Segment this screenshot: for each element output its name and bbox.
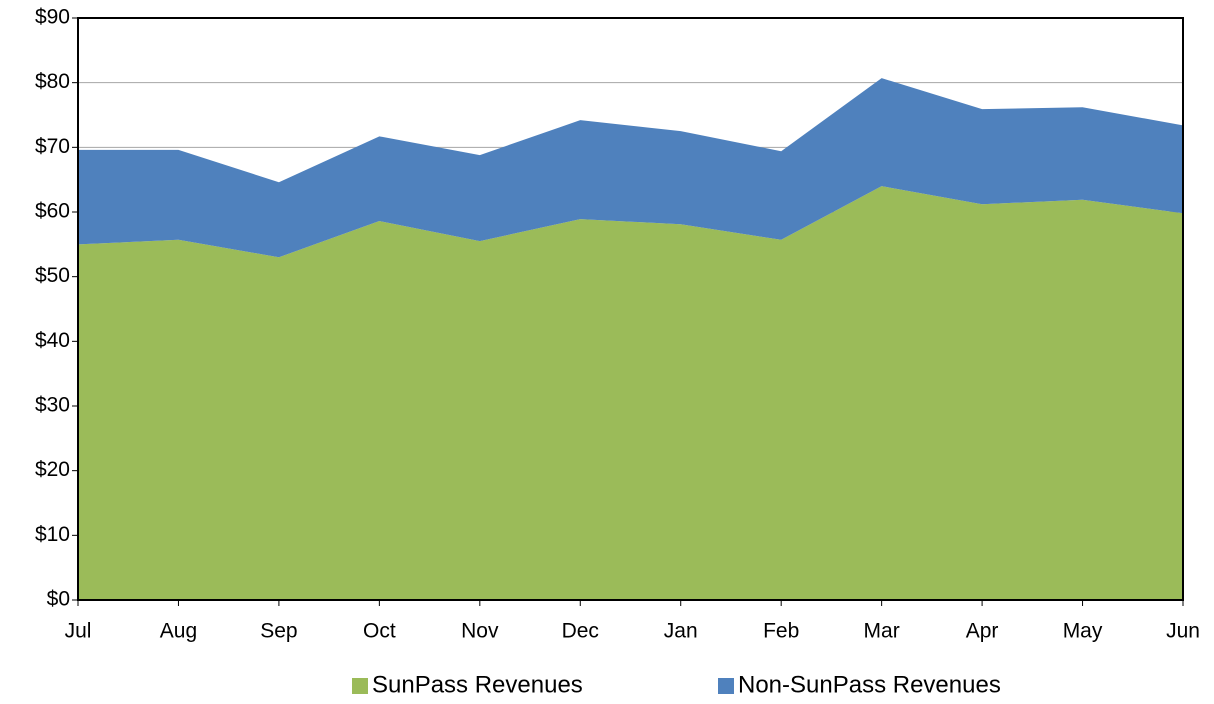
y-tick-label: $90 [35, 6, 70, 29]
plot-frame [77, 17, 1184, 601]
y-tick-label: $50 [35, 264, 70, 287]
x-tick-label: Feb [763, 620, 799, 643]
x-tick-label: Nov [461, 620, 499, 643]
x-tick-label: Mar [864, 620, 900, 643]
x-tick-label: Jul [65, 620, 92, 643]
y-tick-label: $80 [35, 70, 70, 93]
legend-label: Non-SunPass Revenues [738, 671, 1001, 698]
y-tick-label: $70 [35, 135, 70, 158]
y-tick-label: $40 [35, 329, 70, 352]
area [78, 78, 1183, 258]
y-tick-label: $0 [47, 588, 70, 611]
y-tick-label: $60 [35, 200, 70, 223]
x-tick-label: Sep [260, 620, 297, 643]
x-tick-label: Oct [363, 620, 396, 643]
legend-swatch [352, 678, 368, 694]
legend-swatch [718, 678, 734, 694]
x-tick-label: Apr [966, 620, 999, 643]
y-tick-label: $10 [35, 523, 70, 546]
x-tick-label: Dec [562, 620, 599, 643]
area [78, 186, 1183, 600]
legend-label: SunPass Revenues [372, 671, 583, 698]
y-tick-label: $30 [35, 394, 70, 417]
x-tick-label: Aug [160, 620, 197, 643]
x-tick-label: Jan [664, 620, 698, 643]
x-tick-label: May [1063, 620, 1103, 643]
y-tick-label: $20 [35, 458, 70, 481]
x-tick-label: Jun [1166, 620, 1200, 643]
